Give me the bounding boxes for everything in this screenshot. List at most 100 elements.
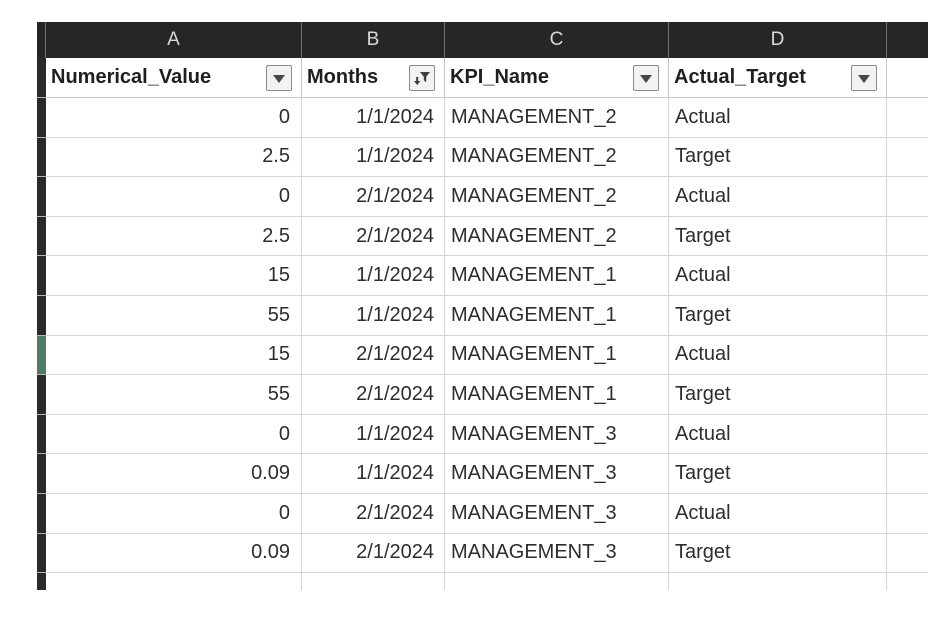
cell[interactable]: 2/1/2024 xyxy=(302,533,445,574)
row-header-corner[interactable] xyxy=(37,22,46,58)
cell[interactable]: MANAGEMENT_3 xyxy=(445,533,669,574)
cell[interactable]: Target xyxy=(669,375,887,415)
cell[interactable]: 0 xyxy=(46,414,302,455)
cell[interactable]: 1/1/2024 xyxy=(302,256,445,296)
empty-cell[interactable] xyxy=(887,256,928,296)
header-cell-numerical-value[interactable]: Numerical_Value xyxy=(46,58,302,98)
cell[interactable]: 2/1/2024 xyxy=(302,493,445,534)
empty-cell[interactable] xyxy=(887,414,928,455)
cell[interactable]: 1/1/2024 xyxy=(302,98,445,138)
header-cell-kpi-name[interactable]: KPI_Name xyxy=(445,58,669,98)
cell[interactable]: MANAGEMENT_2 xyxy=(445,216,669,257)
cell[interactable] xyxy=(302,573,445,591)
cell[interactable]: MANAGEMENT_2 xyxy=(445,137,669,178)
cell[interactable]: 2.5 xyxy=(46,216,302,257)
cell[interactable]: 2/1/2024 xyxy=(302,375,445,415)
cell[interactable] xyxy=(669,573,887,591)
empty-cell[interactable] xyxy=(887,493,928,534)
row-header[interactable] xyxy=(37,256,46,296)
chevron-down-icon xyxy=(273,75,285,83)
cell[interactable] xyxy=(445,573,669,591)
empty-cell[interactable] xyxy=(887,295,928,336)
cell[interactable]: MANAGEMENT_1 xyxy=(445,256,669,296)
row-header[interactable] xyxy=(37,177,46,217)
empty-cell[interactable] xyxy=(887,58,928,98)
row-header[interactable] xyxy=(37,58,46,98)
row-header[interactable] xyxy=(37,493,46,534)
cell[interactable]: Target xyxy=(669,137,887,178)
cell[interactable]: MANAGEMENT_1 xyxy=(445,375,669,415)
empty-cell[interactable] xyxy=(887,177,928,217)
column-header-a[interactable]: A xyxy=(46,22,302,58)
cell[interactable]: Target xyxy=(669,295,887,336)
table-row: 15 1/1/2024 MANAGEMENT_1 Actual xyxy=(37,256,928,296)
cell[interactable]: 1/1/2024 xyxy=(302,137,445,178)
cell[interactable]: MANAGEMENT_2 xyxy=(445,98,669,138)
header-label: Numerical_Value xyxy=(51,66,212,88)
header-cell-months[interactable]: Months xyxy=(302,58,445,98)
filter-dropdown-button[interactable] xyxy=(633,65,659,91)
cell[interactable]: 2.5 xyxy=(46,137,302,178)
cell[interactable]: Actual xyxy=(669,98,887,138)
cell[interactable]: 0 xyxy=(46,493,302,534)
cell[interactable]: 2/1/2024 xyxy=(302,216,445,257)
row-header[interactable] xyxy=(37,533,46,574)
table-row-partial xyxy=(37,573,928,591)
empty-cell[interactable] xyxy=(887,533,928,574)
cell[interactable]: 0.09 xyxy=(46,454,302,494)
cell[interactable]: MANAGEMENT_3 xyxy=(445,414,669,455)
cell[interactable]: MANAGEMENT_1 xyxy=(445,335,669,376)
cell[interactable]: 15 xyxy=(46,335,302,376)
cell[interactable]: 0.09 xyxy=(46,533,302,574)
row-header[interactable] xyxy=(37,98,46,138)
cell[interactable]: Target xyxy=(669,216,887,257)
cell[interactable]: 55 xyxy=(46,295,302,336)
header-cell-actual-target[interactable]: Actual_Target xyxy=(669,58,887,98)
cell[interactable]: 2/1/2024 xyxy=(302,177,445,217)
row-header[interactable] xyxy=(37,216,46,257)
filter-dropdown-button[interactable] xyxy=(851,65,877,91)
column-header-b[interactable]: B xyxy=(302,22,445,58)
cell[interactable]: MANAGEMENT_3 xyxy=(445,493,669,534)
filter-active-button[interactable] xyxy=(409,65,435,91)
empty-cell[interactable] xyxy=(887,454,928,494)
row-header[interactable] xyxy=(37,137,46,178)
cell[interactable]: MANAGEMENT_2 xyxy=(445,177,669,217)
cell[interactable]: 15 xyxy=(46,256,302,296)
cell[interactable]: Actual xyxy=(669,177,887,217)
cell[interactable]: 1/1/2024 xyxy=(302,454,445,494)
cell[interactable]: 1/1/2024 xyxy=(302,295,445,336)
filter-dropdown-button[interactable] xyxy=(266,65,292,91)
row-header[interactable] xyxy=(37,414,46,455)
empty-cell[interactable] xyxy=(887,137,928,178)
table-header-row: Numerical_Value Months KPI_Name xyxy=(37,58,928,98)
cell[interactable]: 55 xyxy=(46,375,302,415)
empty-cell[interactable] xyxy=(887,335,928,376)
cell[interactable]: Actual xyxy=(669,335,887,376)
empty-cell[interactable] xyxy=(887,98,928,138)
row-header-selected[interactable] xyxy=(37,335,46,376)
cell[interactable]: 1/1/2024 xyxy=(302,414,445,455)
cell[interactable]: 0 xyxy=(46,98,302,138)
cell[interactable]: MANAGEMENT_1 xyxy=(445,295,669,336)
cell[interactable]: Target xyxy=(669,533,887,574)
cell[interactable]: Actual xyxy=(669,256,887,296)
cell[interactable]: Actual xyxy=(669,493,887,534)
table-row: 2.5 1/1/2024 MANAGEMENT_2 Target xyxy=(37,137,928,178)
empty-cell[interactable] xyxy=(887,375,928,415)
cell[interactable]: Target xyxy=(669,454,887,494)
column-header-d[interactable]: D xyxy=(669,22,887,58)
cell[interactable] xyxy=(46,573,302,591)
row-header[interactable] xyxy=(37,375,46,415)
row-header[interactable] xyxy=(37,295,46,336)
cell[interactable]: 2/1/2024 xyxy=(302,335,445,376)
row-header[interactable] xyxy=(37,454,46,494)
column-header-c[interactable]: C xyxy=(445,22,669,58)
empty-cell[interactable] xyxy=(887,573,928,591)
cell[interactable]: MANAGEMENT_3 xyxy=(445,454,669,494)
empty-cell[interactable] xyxy=(887,216,928,257)
column-header-e-partial[interactable] xyxy=(887,22,928,58)
cell[interactable]: Actual xyxy=(669,414,887,455)
cell[interactable]: 0 xyxy=(46,177,302,217)
row-header[interactable] xyxy=(37,573,46,591)
